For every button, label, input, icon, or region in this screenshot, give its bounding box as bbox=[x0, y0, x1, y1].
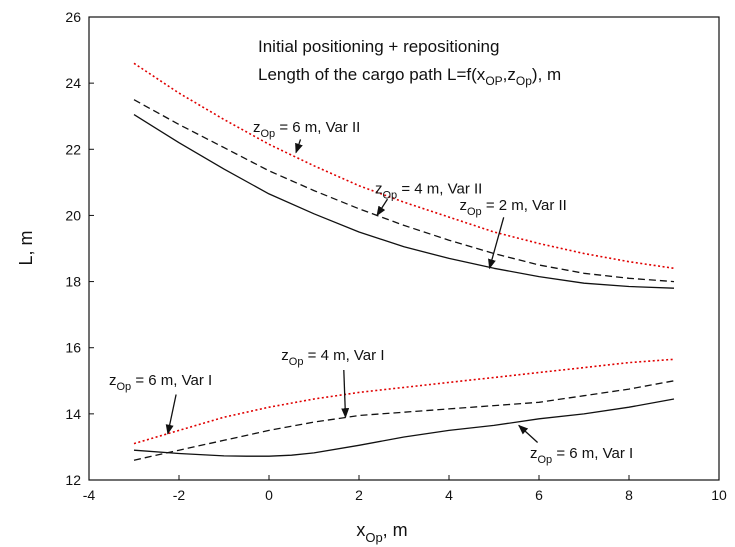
annotation-label-var: z bbox=[375, 180, 383, 197]
y-tick-label: 14 bbox=[65, 406, 81, 422]
annotation-label-text: = 6 m, Var I bbox=[131, 372, 212, 389]
annotation-label-sub: Op bbox=[289, 356, 304, 368]
chart-title-line-1: Initial positioning + repositioning bbox=[258, 37, 499, 56]
series-line-s2 bbox=[133, 99, 675, 283]
annotation-label-var: z bbox=[460, 197, 468, 214]
annotation-label-a4: zOp = 4 m, Var I bbox=[281, 347, 384, 368]
y-tick-label: 16 bbox=[65, 340, 81, 356]
annotation-arrow-a1 bbox=[295, 139, 303, 154]
annotation-label-sub: Op bbox=[383, 189, 398, 201]
annotation-arrow-a5 bbox=[165, 394, 177, 435]
plot-frame bbox=[88, 16, 720, 481]
y-tick-label: 26 bbox=[65, 9, 81, 25]
y-tick-label: 20 bbox=[65, 207, 81, 223]
annotation-arrow-a3 bbox=[488, 217, 505, 270]
annotation-label-var: z bbox=[281, 347, 289, 364]
series-line-s3 bbox=[133, 114, 675, 289]
annotation-label-a5: zOp = 6 m, Var I bbox=[109, 372, 212, 393]
x-axis-title-sub: Op bbox=[365, 530, 382, 545]
annotation-label-sub: Op bbox=[117, 381, 132, 393]
chart-title-line-2-end: ), m bbox=[532, 65, 561, 84]
annotation-label-var: z bbox=[530, 445, 538, 462]
y-tick-label: 24 bbox=[65, 75, 81, 91]
y-axis-title: L, m bbox=[16, 230, 36, 265]
annotation-label-sub: Op bbox=[261, 128, 276, 140]
chart-title-line-2-sub1: OP bbox=[485, 74, 502, 88]
annotation-label-a3: zOp = 2 m, Var II bbox=[460, 197, 567, 218]
annotation-label-sub: Op bbox=[467, 206, 482, 218]
x-tick-label: -2 bbox=[173, 487, 186, 503]
x-tick-label: 2 bbox=[355, 487, 363, 503]
series-line-s6 bbox=[133, 398, 675, 457]
x-axis-title-rest: , m bbox=[383, 520, 408, 540]
series-line-s1 bbox=[133, 62, 675, 270]
x-tick-label: 6 bbox=[535, 487, 543, 503]
x-tick-label: 8 bbox=[625, 487, 633, 503]
y-tick-label: 22 bbox=[65, 141, 81, 157]
x-tick-label: -4 bbox=[83, 487, 96, 503]
annotation-label-var: z bbox=[109, 372, 117, 389]
annotation-label-text: = 2 m, Var II bbox=[482, 197, 567, 214]
annotation-arrow-a4 bbox=[341, 369, 350, 419]
x-tick-label: 4 bbox=[445, 487, 453, 503]
annotation-arrow-a2 bbox=[376, 198, 389, 217]
y-tick-label: 12 bbox=[65, 472, 81, 488]
annotation-label-text: = 6 m, Var II bbox=[275, 119, 360, 136]
series-line-s4 bbox=[133, 358, 675, 445]
annotation-label-a1: zOp = 6 m, Var II bbox=[253, 119, 360, 140]
y-tick-label: 18 bbox=[65, 274, 81, 290]
chart-title-line-2-mid: ,z bbox=[503, 65, 516, 84]
chart-title-line-2: Length of the cargo path L=f(xOP,zOp), m bbox=[258, 65, 561, 88]
x-tick-label: 10 bbox=[711, 487, 727, 503]
chart-title-line-2-main: Length of the cargo path L=f(x bbox=[258, 65, 486, 84]
series-line-s5 bbox=[133, 380, 675, 461]
annotation-label-text: = 4 m, Var II bbox=[397, 180, 482, 197]
annotation-label-a6: zOp = 6 m, Var I bbox=[530, 445, 633, 466]
chart-title-line-2-sub2: Op bbox=[516, 74, 532, 88]
annotation-label-var: z bbox=[253, 119, 261, 136]
x-axis-title-main: x bbox=[356, 520, 365, 540]
annotation-label-sub: Op bbox=[538, 454, 553, 466]
x-tick-label: 0 bbox=[265, 487, 273, 503]
annotation-label-a2: zOp = 4 m, Var II bbox=[375, 180, 482, 201]
x-axis-title: xOp, m bbox=[356, 520, 407, 545]
annotation-label-text: = 4 m, Var I bbox=[303, 347, 384, 364]
annotation-arrow-a6 bbox=[518, 424, 539, 443]
annotation-label-text: = 6 m, Var I bbox=[552, 445, 633, 462]
